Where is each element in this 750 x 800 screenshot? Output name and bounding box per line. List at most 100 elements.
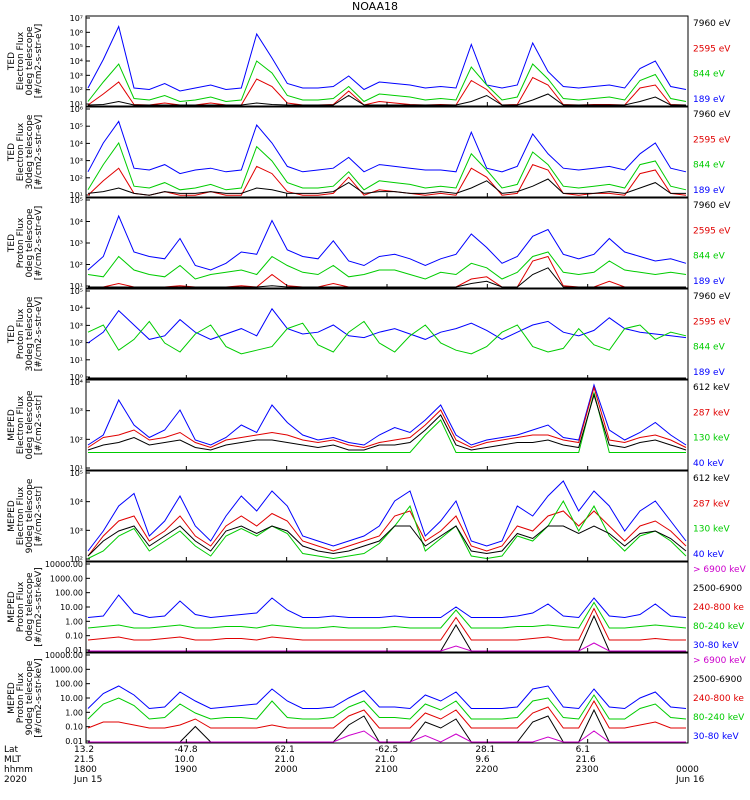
legend-entry: 287 keV	[693, 408, 730, 418]
legend-entry: 612 keV	[693, 383, 730, 393]
y-tick-label: 1.00	[65, 708, 83, 717]
footer-hhmm: 2000	[274, 765, 298, 775]
series-line	[87, 60, 687, 103]
footer-lat	[676, 745, 704, 755]
legend-entry: 7960 eV	[693, 292, 731, 302]
footer-mlt: 21.5	[74, 755, 95, 765]
footer-label-hhmm: hhmm	[4, 765, 33, 775]
y-tick-label: 10⁰	[70, 373, 83, 382]
y-axis-label-line: MEPED	[7, 591, 17, 623]
y-tick-label: 10⁵	[70, 469, 83, 478]
series-line	[87, 480, 687, 552]
y-axis-label-line: 0deg telescope	[25, 390, 35, 460]
footer-mlt: 21.0	[375, 755, 396, 765]
panel-frame	[85, 470, 689, 562]
footer-column: -62.5 21.0 2100	[375, 745, 398, 785]
y-axis-label-line: 30deg telescope	[25, 296, 35, 371]
legend-entry: 7960 eV	[693, 201, 731, 211]
y-axis-label-line: MEPED	[7, 682, 17, 714]
footer-label-mlt: MLT	[4, 755, 22, 765]
y-axis-label-line: Proton Flux	[16, 308, 26, 359]
y-axis-label-line: 30deg telescope	[25, 114, 35, 189]
y-tick-label: 0.01	[65, 646, 83, 655]
footer-column: 6.1 21.6 2300	[576, 745, 599, 785]
y-tick-label: 10⁴	[70, 498, 83, 507]
footer-lat: -62.5	[375, 745, 399, 755]
y-tick-label: 10⁴	[70, 57, 83, 66]
y-tick-label: 1000.00	[50, 665, 83, 674]
y-tick-label: 10¹	[70, 191, 83, 200]
y-axis-label-line: TED	[7, 143, 17, 162]
y-tick-label: 10¹	[70, 282, 83, 291]
legend-entry: 40 keV	[693, 550, 725, 560]
y-tick-label: 10⁴	[70, 218, 83, 227]
y-tick-label: 10³	[70, 321, 83, 330]
y-tick-label: 10⁵	[70, 122, 83, 131]
y-axis-label-line: Proton Flux	[16, 672, 26, 723]
legend-entry: 189 eV	[693, 186, 726, 196]
series-line	[87, 685, 687, 710]
y-tick-label: 1.00	[65, 617, 83, 626]
footer-extra	[576, 775, 599, 785]
panel-frame	[85, 652, 689, 744]
footer-mlt	[676, 755, 704, 765]
footer-column: 62.1 21.0 2000	[275, 745, 298, 785]
panel-6: 10² 10³ 10⁴ 10⁵ MEPED Electron Flux 90deg tele…	[7, 469, 730, 564]
legend-entry: 80-240 keV	[693, 622, 745, 632]
footer-label-year: 2020	[4, 775, 27, 785]
legend-entry: 7960 eV	[693, 110, 731, 120]
legend-entry: 612 keV	[693, 474, 730, 484]
y-axis-label-line: Proton Flux	[16, 217, 26, 268]
y-tick-label: 10.00	[60, 603, 83, 612]
footer-extra	[375, 775, 398, 785]
footer-row-labels: Lat MLT hhmm 2020	[4, 745, 33, 785]
series-line	[87, 383, 687, 446]
y-tick-label: 0.10	[65, 723, 83, 732]
series-line	[87, 251, 687, 280]
legend-entry: 130 keV	[693, 434, 730, 444]
y-tick-label: 10⁶	[70, 28, 83, 37]
series-line	[87, 163, 687, 196]
y-axis-label-line: Electron Flux	[16, 31, 26, 90]
y-axis-label-line: 0deg telescope	[25, 26, 35, 96]
legend-entry: 80-240 keV	[693, 713, 745, 723]
y-axis-label-line: 0deg telescope	[25, 208, 35, 278]
footer-hhmm: 2200	[475, 765, 499, 775]
series-line	[87, 393, 687, 451]
legend-entry: 2595 eV	[693, 226, 731, 236]
series-line	[87, 214, 687, 271]
y-tick-label: 0.10	[65, 632, 83, 641]
y-tick-label: 0.01	[65, 737, 83, 745]
y-tick-label: 10.00	[60, 694, 83, 703]
legend-entry: 240-800 ke	[693, 694, 744, 704]
series-line	[87, 594, 687, 619]
footer-column: 13.2 21.5 1800 Jun 15	[74, 745, 102, 785]
y-tick-label: 10⁷	[70, 14, 83, 23]
footer-column: -47.8 10.0 1900	[174, 745, 197, 785]
panel-frame	[85, 379, 689, 471]
series-line	[88, 708, 686, 743]
y-axis-label-line: 0deg telescope	[25, 572, 35, 642]
y-tick-label: 10⁵	[70, 287, 83, 296]
series-line	[87, 499, 687, 560]
legend-entry: 844 eV	[693, 70, 726, 80]
legend-entry: 40 keV	[693, 459, 725, 469]
y-tick-label: 10⁶	[70, 105, 83, 114]
legend-entry: 2595 eV	[693, 135, 731, 145]
series-line	[88, 614, 686, 652]
panel-5: 10¹ 10² 10³ 10⁴ MEPED Electron Flux 0deg teles…	[7, 378, 730, 473]
y-tick-label: 10³	[70, 157, 83, 166]
series-line	[87, 141, 687, 191]
footer-extra: Jun 16	[676, 775, 705, 785]
y-tick-label: 100.00	[55, 589, 83, 598]
footer-lat: 13.2	[74, 745, 95, 755]
series-line	[88, 255, 686, 288]
footer-extra: Jun 15	[74, 775, 103, 785]
legend-entry: 2500-6900	[693, 675, 742, 685]
y-axis-label-line: 90deg telescope	[25, 478, 35, 553]
y-axis-label-line: [#/cm2-s-str-eV]	[34, 206, 44, 281]
y-tick-label: 100.00	[55, 680, 83, 689]
footer-label-lat: Lat	[4, 745, 19, 755]
legend-entry: 2500-6900	[693, 584, 742, 594]
panel-frame	[85, 106, 689, 198]
